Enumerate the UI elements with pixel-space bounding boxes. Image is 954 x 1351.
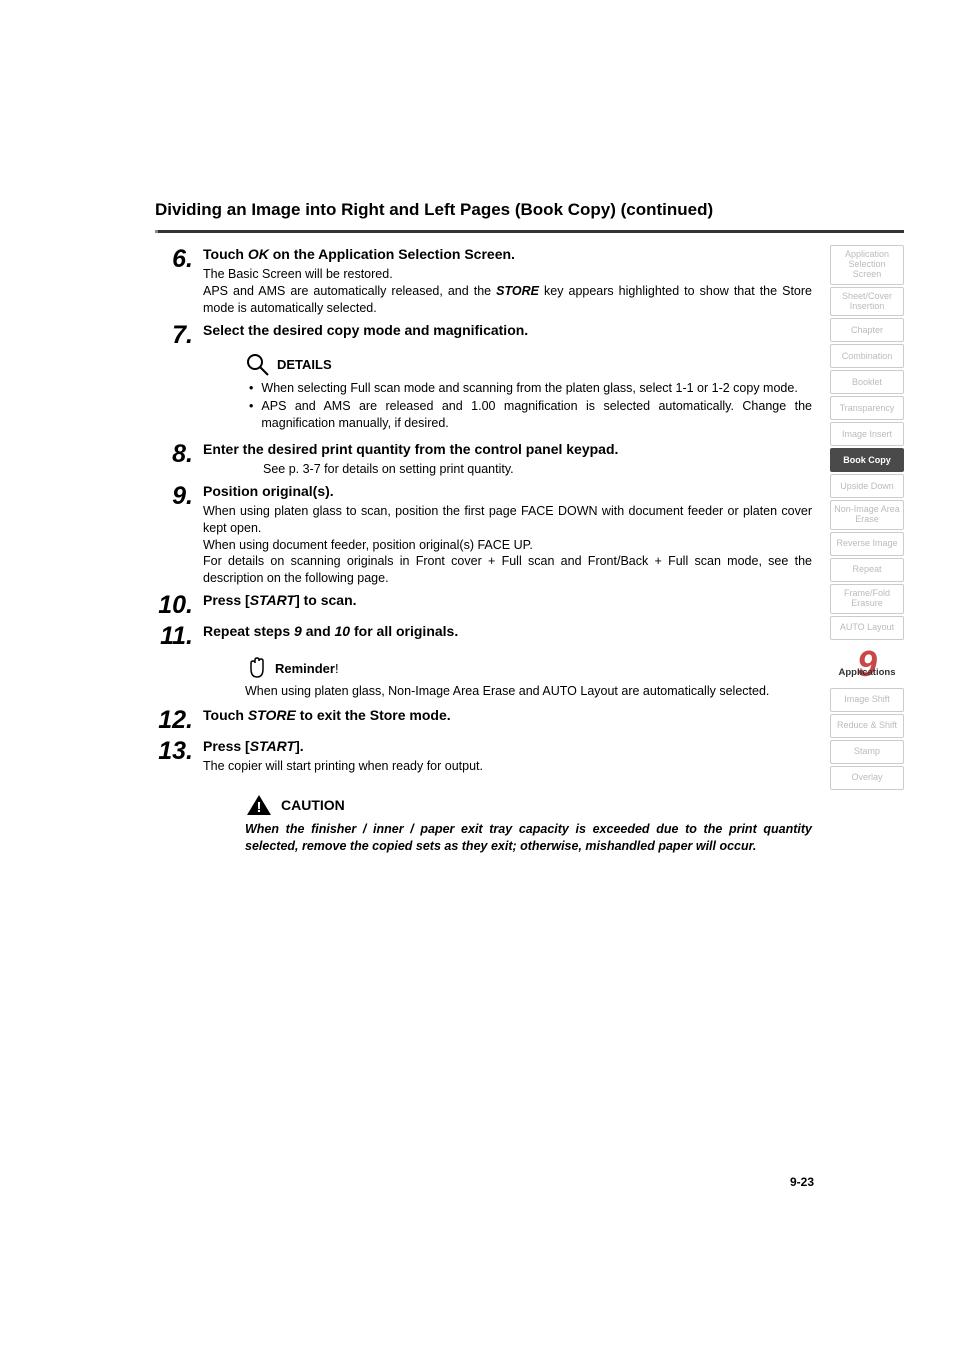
step-heading: Position original(s). bbox=[203, 482, 812, 501]
step-heading: Select the desired copy mode and magnifi… bbox=[203, 321, 812, 340]
step-10: 10. Press [START] to scan. bbox=[155, 591, 812, 618]
page-number: 9-23 bbox=[155, 1175, 904, 1189]
step-body-text: For details on scanning originals in Fro… bbox=[203, 553, 812, 587]
tab-applications-current[interactable]: 9 Applications bbox=[830, 642, 904, 686]
hand-icon bbox=[245, 655, 269, 681]
tab-transparency[interactable]: Transparency bbox=[830, 396, 904, 420]
step-number: 10. bbox=[155, 591, 193, 618]
step-12: 12. Touch STORE to exit the Store mode. bbox=[155, 706, 812, 733]
horizontal-rule bbox=[155, 230, 904, 233]
tab-upside-down[interactable]: Upside Down bbox=[830, 474, 904, 498]
tab-stamp[interactable]: Stamp bbox=[830, 740, 904, 764]
step-number: 6. bbox=[155, 245, 193, 317]
tab-overlay[interactable]: Overlay bbox=[830, 766, 904, 790]
reminder-label: Reminder! bbox=[275, 661, 339, 676]
page-title: Dividing an Image into Right and Left Pa… bbox=[155, 200, 904, 220]
tab-image-insert[interactable]: Image Insert bbox=[830, 422, 904, 446]
svg-text:!: ! bbox=[257, 799, 262, 816]
step-number: 13. bbox=[155, 737, 193, 775]
details-block: DETAILS •When selecting Full scan mode a… bbox=[245, 352, 812, 433]
reminder-text: When using platen glass, Non-Image Area … bbox=[245, 683, 812, 700]
step-body-text: When using platen glass to scan, positio… bbox=[203, 503, 812, 537]
step-body-text: APS and AMS are automatically released, … bbox=[203, 283, 812, 317]
step-number: 7. bbox=[155, 321, 193, 348]
step-heading: Enter the desired print quantity from th… bbox=[203, 440, 812, 459]
tab-booklet[interactable]: Booklet bbox=[830, 370, 904, 394]
step-body-text: When using document feeder, position ori… bbox=[203, 537, 812, 554]
tab-image-shift[interactable]: Image Shift bbox=[830, 688, 904, 712]
warning-icon: ! bbox=[245, 793, 273, 817]
step-heading: Press [START]. bbox=[203, 737, 812, 756]
tab-auto-layout[interactable]: AUTO Layout bbox=[830, 616, 904, 640]
tab-repeat[interactable]: Repeat bbox=[830, 558, 904, 582]
details-label: DETAILS bbox=[277, 357, 332, 372]
main-content: 6. Touch OK on the Application Selection… bbox=[155, 245, 812, 855]
step-number: 11. bbox=[155, 622, 193, 649]
step-heading: Touch STORE to exit the Store mode. bbox=[203, 706, 812, 725]
step-heading: Press [START] to scan. bbox=[203, 591, 812, 610]
sidebar-tabs: Application Selection Screen Sheet/Cover… bbox=[830, 245, 904, 855]
step-9: 9. Position original(s). When using plat… bbox=[155, 482, 812, 587]
step-7: 7. Select the desired copy mode and magn… bbox=[155, 321, 812, 348]
tab-combination[interactable]: Combination bbox=[830, 344, 904, 368]
detail-bullet: •APS and AMS are released and 1.00 magni… bbox=[249, 398, 812, 432]
step-heading: Repeat steps 9 and 10 for all originals. bbox=[203, 622, 812, 641]
step-8: 8. Enter the desired print quantity from… bbox=[155, 440, 812, 478]
caution-block: ! CAUTION When the finisher / inner / pa… bbox=[245, 793, 812, 855]
magnifier-icon bbox=[245, 352, 271, 378]
step-number: 8. bbox=[155, 440, 193, 478]
tab-reduce-shift[interactable]: Reduce & Shift bbox=[830, 714, 904, 738]
step-number: 9. bbox=[155, 482, 193, 587]
caution-text: When the finisher / inner / paper exit t… bbox=[245, 821, 812, 855]
tab-non-image-erase[interactable]: Non-Image Area Erase bbox=[830, 500, 904, 530]
detail-bullet: •When selecting Full scan mode and scann… bbox=[249, 380, 812, 397]
tab-application-selection[interactable]: Application Selection Screen bbox=[830, 245, 904, 285]
step-heading: Touch OK on the Application Selection Sc… bbox=[203, 245, 812, 264]
caution-label: CAUTION bbox=[281, 797, 345, 813]
tab-chapter[interactable]: Chapter bbox=[830, 318, 904, 342]
step-body-text: See p. 3-7 for details on setting print … bbox=[263, 461, 812, 478]
step-13: 13. Press [START]. The copier will start… bbox=[155, 737, 812, 775]
step-11: 11. Repeat steps 9 and 10 for all origin… bbox=[155, 622, 812, 649]
step-body-text: The copier will start printing when read… bbox=[203, 758, 812, 775]
tab-book-copy[interactable]: Book Copy bbox=[830, 448, 904, 472]
step-number: 12. bbox=[155, 706, 193, 733]
step-6: 6. Touch OK on the Application Selection… bbox=[155, 245, 812, 317]
step-body-text: The Basic Screen will be restored. bbox=[203, 266, 812, 283]
tab-frame-fold[interactable]: Frame/Fold Erasure bbox=[830, 584, 904, 614]
reminder-block: Reminder! When using platen glass, Non-I… bbox=[245, 655, 812, 700]
tab-sheet-cover[interactable]: Sheet/Cover Insertion bbox=[830, 287, 904, 317]
tab-reverse-image[interactable]: Reverse Image bbox=[830, 532, 904, 556]
